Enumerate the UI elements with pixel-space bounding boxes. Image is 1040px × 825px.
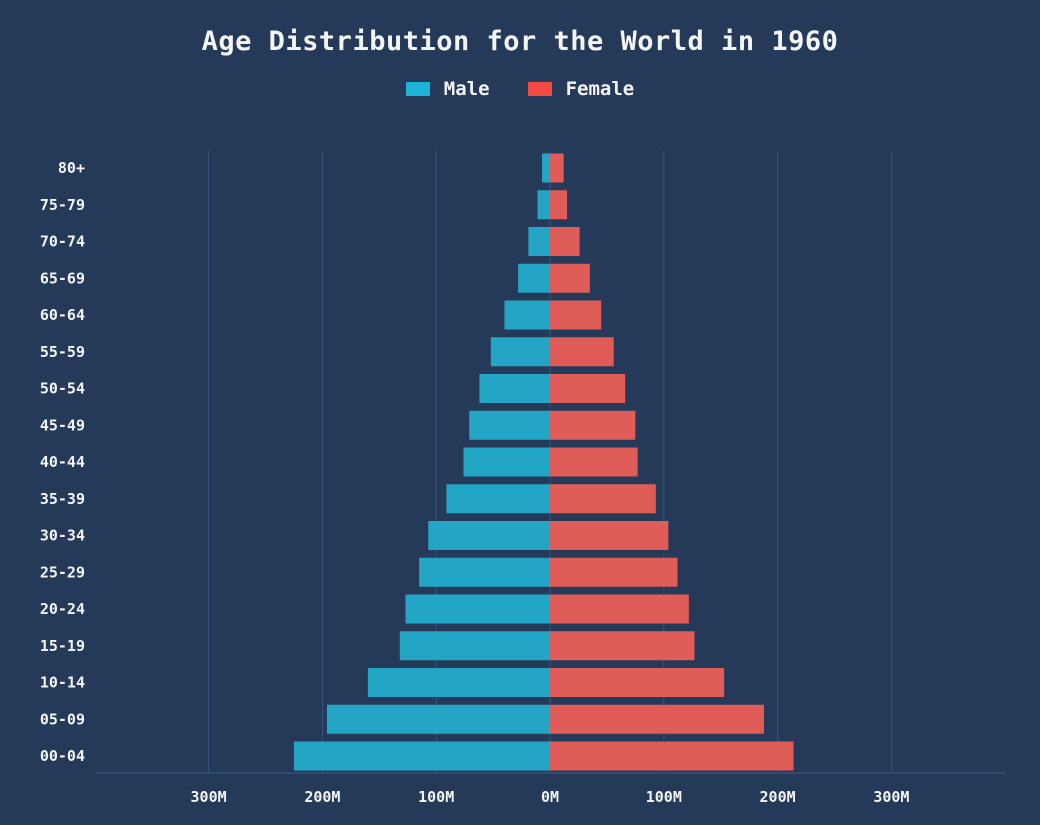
x-axis: 300M 200M 100M 0M 100M 200M 300M (95, 772, 1005, 806)
bar-female-10-14 (550, 668, 725, 697)
bar-male-55-59 (490, 337, 550, 367)
category-label-20-24: 20-24 (40, 600, 85, 618)
category-label-05-09: 05-09 (40, 710, 85, 728)
bar-female-50-54 (550, 374, 626, 403)
bar-male-50-54 (479, 374, 550, 403)
bar-female-60-64 (550, 300, 602, 330)
bar-female-30-34 (550, 521, 669, 550)
bar-female-20-24 (550, 594, 689, 624)
category-label-50-54: 50-54 (40, 380, 85, 398)
bar-male-05-09 (326, 704, 550, 734)
bars (293, 153, 794, 771)
category-label-55-59: 55-59 (40, 343, 85, 361)
category-label-30-34: 30-34 (40, 527, 85, 545)
bar-male-45-49 (469, 410, 550, 440)
bar-female-15-19 (550, 631, 695, 661)
bar-female-05-09 (550, 704, 764, 734)
category-label-35-39: 35-39 (40, 490, 85, 508)
bar-male-20-24 (405, 594, 550, 624)
bar-female-80+ (550, 153, 564, 183)
legend-swatch-female (527, 82, 552, 96)
bar-female-45-49 (550, 410, 636, 440)
chart-legend: Male Female (0, 78, 1040, 100)
category-label-70-74: 70-74 (40, 233, 85, 251)
legend-item-male[interactable]: Male (405, 78, 490, 100)
category-label-60-64: 60-64 (40, 306, 85, 324)
x-tick-label-1: 200M (304, 788, 340, 806)
bar-male-00-04 (293, 741, 550, 771)
bar-male-75-79 (537, 190, 550, 220)
bar-female-55-59 (550, 337, 614, 367)
chart-title: Age Distribution for the World in 1960 (201, 26, 839, 57)
legend-label-male: Male (443, 78, 490, 100)
bar-female-40-44 (550, 447, 638, 477)
category-label-15-19: 15-19 (40, 637, 85, 655)
category-labels: 80+ 75-79 70-74 65-69 60-64 55-59 50-54 45-49 40… (40, 159, 85, 765)
legend-item-female[interactable]: Female (527, 78, 635, 100)
bar-male-35-39 (446, 484, 550, 514)
bar-male-25-29 (419, 557, 550, 587)
category-label-80+: 80+ (58, 159, 85, 177)
category-label-75-79: 75-79 (40, 196, 85, 214)
x-tick-label-4: 100M (646, 788, 682, 806)
bar-female-70-74 (550, 227, 580, 256)
bar-female-75-79 (550, 190, 568, 220)
category-label-45-49: 45-49 (40, 416, 85, 434)
category-label-65-69: 65-69 (40, 269, 85, 287)
legend-swatch-male (405, 82, 430, 96)
bar-male-40-44 (463, 447, 550, 477)
x-tick-label-5: 200M (760, 788, 796, 806)
bar-female-00-04 (550, 741, 794, 771)
category-label-00-04: 00-04 (40, 747, 85, 765)
category-label-10-14: 10-14 (40, 674, 85, 692)
bar-male-65-69 (518, 263, 550, 293)
bar-male-80+ (542, 153, 550, 183)
x-tick-label-0: 300M (191, 788, 227, 806)
bar-male-30-34 (428, 521, 550, 550)
bar-male-15-19 (399, 631, 550, 661)
legend-label-female: Female (565, 78, 635, 100)
category-label-40-44: 40-44 (40, 453, 85, 471)
bar-male-70-74 (528, 227, 550, 256)
category-label-25-29: 25-29 (40, 563, 85, 581)
bar-female-35-39 (550, 484, 656, 514)
bar-male-60-64 (504, 300, 550, 330)
x-tick-label-3: 0M (541, 788, 559, 806)
x-tick-label-2: 100M (418, 788, 454, 806)
bar-female-65-69 (550, 263, 590, 293)
bar-male-10-14 (367, 668, 550, 697)
bar-female-25-29 (550, 557, 678, 587)
x-tick-label-6: 300M (873, 788, 909, 806)
